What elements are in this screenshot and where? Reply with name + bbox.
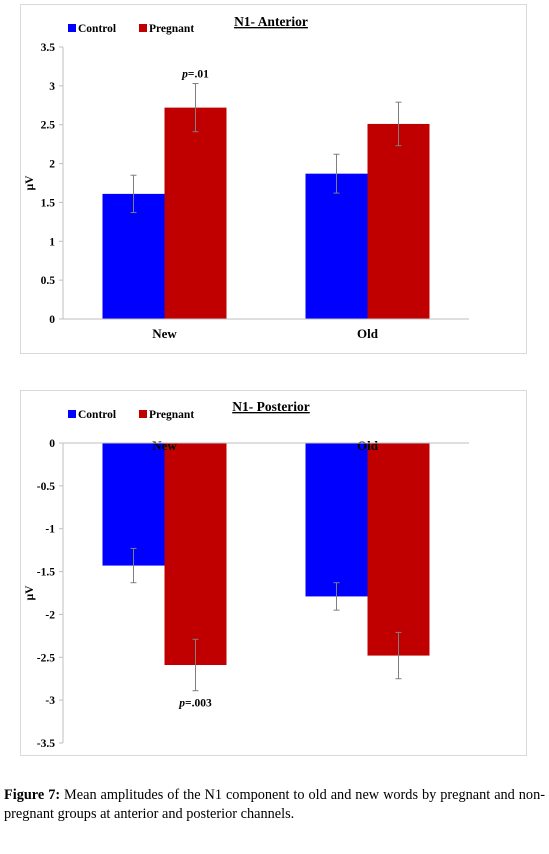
legend-swatch-pregnant xyxy=(139,410,147,418)
x-category-label: Old xyxy=(357,326,379,341)
bar-pregnant-old xyxy=(367,123,430,320)
annotation-value: =.01 xyxy=(188,69,209,81)
bar-control-new xyxy=(102,443,165,566)
chart-anterior: N1- Anterior Control Pregnant 0 0.5 1 1.5 2 2.5 3… xyxy=(24,14,469,341)
figure-caption-label: Figure 7: xyxy=(4,787,61,803)
chart-posterior: N1- Posterior Control Pregnant 0 -0.5 -1 -1.5 -… xyxy=(24,399,469,750)
figure-caption: Figure 7: Mean amplitudes of the N1 comp… xyxy=(4,786,545,824)
y-tick-label: 2 xyxy=(49,159,55,171)
y-tick-label: -2 xyxy=(45,609,55,621)
chart-panel-posterior: N1- Posterior Control Pregnant 0 -0.5 -1 -1.5 -… xyxy=(20,390,527,756)
y-tick-label: -1.5 xyxy=(37,567,55,579)
bar-control-old xyxy=(305,173,368,319)
y-tick-label: 0.5 xyxy=(41,275,56,287)
y-tick-label: -3.5 xyxy=(37,738,55,750)
y-tick-label: 3 xyxy=(49,81,55,93)
y-tick-label: -3 xyxy=(45,695,55,707)
significance-annotation: p=.003 xyxy=(178,698,212,710)
bar-pregnant-new xyxy=(164,107,227,319)
x-category-label: Old xyxy=(357,438,379,453)
y-tick-label: -2.5 xyxy=(37,652,55,664)
x-category-label: New xyxy=(152,326,177,341)
legend-label-control: Control xyxy=(78,409,116,421)
legend-swatch-control xyxy=(68,410,76,418)
annotation-value: =.003 xyxy=(185,698,212,710)
y-axis-label: μV xyxy=(24,585,36,601)
legend-label-pregnant: Pregnant xyxy=(149,409,194,421)
y-tick-label: 3.5 xyxy=(41,42,56,54)
y-tick-label: 1 xyxy=(49,236,55,248)
legend-swatch-pregnant xyxy=(139,24,147,32)
legend-label-pregnant: Pregnant xyxy=(149,23,194,35)
annotation-p: p xyxy=(178,698,185,710)
chart-panel-anterior: N1- Anterior Control Pregnant 0 0.5 1 1.5 2 2.5 3… xyxy=(20,4,527,354)
annotation-p: p xyxy=(181,69,188,81)
bar-control-old xyxy=(305,443,368,597)
figure-caption-text: Mean amplitudes of the N1 component to o… xyxy=(4,787,545,822)
bar-pregnant-new xyxy=(164,443,227,665)
y-tick-label: 0 xyxy=(49,438,55,450)
y-tick-label: -0.5 xyxy=(37,481,55,493)
bar-control-new xyxy=(102,193,165,319)
y-tick-label: -1 xyxy=(45,524,55,536)
legend-swatch-control xyxy=(68,24,76,32)
y-axis-label: μV xyxy=(24,175,36,191)
chart-title: N1- Anterior xyxy=(234,14,308,29)
x-category-label: New xyxy=(152,438,177,453)
y-tick-label: 2.5 xyxy=(41,120,56,132)
significance-annotation: p=.01 xyxy=(181,69,209,81)
y-tick-label: 1.5 xyxy=(41,197,56,209)
y-tick-label: 0 xyxy=(49,314,55,326)
legend-label-control: Control xyxy=(78,23,116,35)
chart-title: N1- Posterior xyxy=(232,399,310,414)
bar-pregnant-old xyxy=(367,443,430,656)
